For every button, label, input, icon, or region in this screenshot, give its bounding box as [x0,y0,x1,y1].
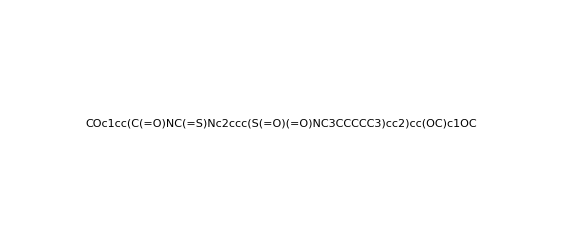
Text: COc1cc(C(=O)NC(=S)Nc2ccc(S(=O)(=O)NC3CCCCC3)cc2)cc(OC)c1OC: COc1cc(C(=O)NC(=S)Nc2ccc(S(=O)(=O)NC3CCC… [85,119,477,129]
